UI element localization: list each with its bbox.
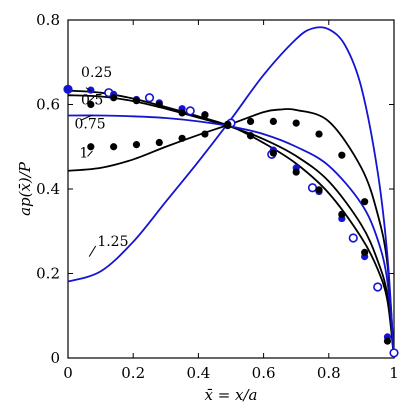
filled-marker [64, 85, 72, 93]
open-marker [307, 183, 318, 193]
annotation-leader [87, 150, 93, 157]
filled-marker [132, 97, 141, 105]
series-line-0-5 [67, 94, 395, 359]
filled-marker [87, 86, 95, 94]
filled-marker [224, 122, 232, 130]
filled-marker [361, 198, 369, 206]
annotation-leader [88, 245, 97, 257]
filled-marker [269, 117, 277, 125]
filled-marker [155, 138, 163, 147]
filled-marker [87, 143, 95, 151]
filled-marker [315, 130, 323, 138]
series-line-1 [67, 107, 395, 359]
filled-marker [246, 132, 255, 140]
series-line-1-25 [67, 26, 395, 359]
y-tick-label: 0.8 [36, 11, 60, 29]
x-tick-label: 1 [389, 364, 399, 382]
filled-marker [269, 149, 277, 157]
curve-label: 1.25 [97, 234, 128, 250]
filled-marker [201, 111, 209, 119]
filled-marker [201, 130, 209, 138]
x-tick-label: 0.4 [186, 364, 210, 382]
filled-marker [87, 100, 95, 109]
curve-label: 0.75 [75, 117, 106, 133]
filled-marker [155, 100, 163, 109]
y-axis-label: ap(x̄)/P [16, 161, 34, 216]
filled-marker [246, 117, 255, 125]
open-marker [389, 348, 399, 358]
filled-marker [383, 337, 392, 345]
y-tick-label: 0 [50, 349, 60, 367]
x-axis-label: x̄ = x/a [204, 386, 257, 404]
open-marker [373, 282, 383, 292]
annotation-leader [87, 96, 95, 104]
x-tick-label: 0.8 [317, 364, 341, 382]
x-tick-label: 0 [63, 364, 73, 382]
filled-marker [361, 248, 369, 256]
filled-marker [338, 151, 346, 159]
y-tick-label: 0.6 [36, 96, 60, 114]
filled-marker [110, 143, 118, 151]
series-line-0-25 [67, 89, 395, 359]
curve-label: 0.25 [81, 65, 112, 81]
open-marker [144, 93, 155, 103]
filled-marker [338, 210, 346, 218]
open-marker [348, 233, 358, 243]
filled-marker [178, 134, 186, 142]
plot-frame [67, 19, 395, 359]
filled-marker [315, 186, 323, 194]
filled-marker [132, 141, 141, 149]
curve-label: 0.5 [81, 93, 103, 109]
open-marker [185, 106, 195, 116]
filled-marker [292, 168, 300, 176]
filled-marker [178, 109, 186, 117]
filled-marker [292, 119, 300, 127]
y-tick-label: 0.2 [36, 265, 60, 283]
filled-marker [110, 94, 118, 102]
annotation-leader [80, 114, 93, 121]
plot-area: 0 0.2 0.4 0.6 0.8 1 0 0.2 0.4 0.6 0.8 x̄ = x/a ap(x̄… [16, 11, 399, 404]
annotation-leader [85, 87, 92, 92]
y-tick-label: 0.4 [36, 180, 60, 198]
x-tick-label: 0.6 [252, 364, 276, 382]
curve-label: 1 [79, 145, 88, 161]
x-tick-label: 0.2 [121, 364, 145, 382]
series-line-0-75 [67, 114, 395, 359]
